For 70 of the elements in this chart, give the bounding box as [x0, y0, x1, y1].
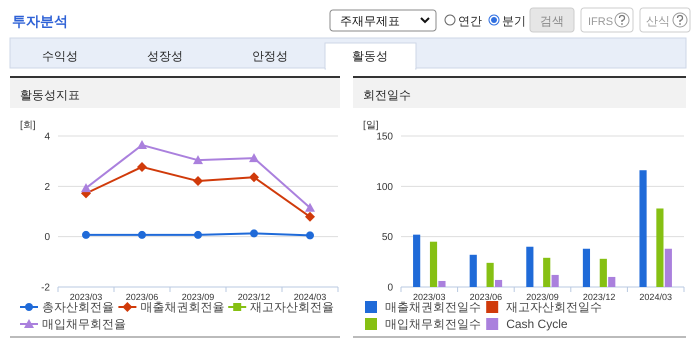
bar — [413, 234, 420, 287]
chart-title: 활동성지표 — [20, 88, 80, 102]
point — [81, 183, 91, 192]
point — [137, 140, 147, 150]
bar — [494, 280, 502, 287]
bar — [552, 274, 559, 287]
bar — [582, 248, 590, 287]
text: IFRS — [588, 16, 614, 28]
point — [306, 231, 314, 240]
bar — [486, 262, 494, 287]
y-axis-title: [일] — [363, 120, 379, 131]
bar — [543, 258, 550, 287]
x-tick-label: 2023/06 — [470, 292, 502, 302]
point — [194, 230, 202, 239]
y-tick-label: 4 — [44, 132, 50, 142]
y-tick-label: 0 — [44, 232, 50, 244]
y-tick-label: 50 — [382, 232, 394, 244]
legend-label: 매입채무회전율 — [42, 317, 126, 331]
bar — [600, 258, 607, 287]
legend-label: 재고자산회전일수 — [506, 300, 602, 314]
legend-label: 재고자산회전율 — [250, 300, 334, 314]
x-tick-label: 2024/03 — [639, 292, 672, 302]
text: 안정성 — [252, 49, 288, 63]
legend-label: 매출채권회전율 — [140, 300, 224, 314]
chart-title: 회전일수 — [363, 88, 411, 102]
y-tick-label: -2 — [41, 282, 50, 294]
text: 성장성 — [147, 49, 183, 63]
point — [305, 202, 315, 212]
point — [82, 230, 90, 239]
point — [305, 212, 315, 222]
text: 활동성 — [352, 49, 388, 63]
point — [193, 155, 203, 164]
x-tick-label: 2023/06 — [126, 292, 158, 302]
x-tick-label: 2023/12 — [582, 292, 616, 302]
y-tick-label: 100 — [376, 182, 394, 193]
bar — [438, 280, 446, 287]
legend-label: 총자산회전율 — [42, 300, 114, 314]
text: 검색 — [540, 14, 564, 28]
x-tick-label: 2023/12 — [238, 292, 270, 302]
point — [249, 153, 259, 162]
legend-label: Cash Cycle — [506, 317, 568, 331]
x-tick-label: 2023/03 — [413, 292, 446, 302]
bar — [656, 208, 664, 287]
bar — [664, 248, 672, 287]
bar — [470, 254, 477, 287]
point — [138, 230, 146, 239]
text: 투자분석 — [12, 13, 68, 29]
bar — [430, 242, 438, 287]
text: 분기 — [502, 14, 526, 28]
y-tick-label: 150 — [376, 132, 394, 142]
y-axis-title: [회] — [20, 120, 36, 131]
legend-label: 매입채무회전일수 — [385, 317, 481, 331]
text: 연간 — [458, 14, 482, 28]
x-tick-label: 2024/03 — [294, 292, 326, 302]
x-tick-label: 2023/09 — [182, 292, 214, 302]
point — [137, 162, 147, 172]
x-tick-label: 2023/09 — [526, 292, 559, 302]
bar — [608, 276, 616, 287]
legend-label: 매출채권회전일수 — [385, 300, 481, 314]
point — [249, 172, 259, 182]
bar — [639, 170, 647, 287]
y-tick-label: 2 — [44, 182, 50, 193]
point — [193, 176, 203, 186]
text: 주재무제표 — [340, 14, 400, 28]
text: 산식 — [646, 14, 670, 28]
y-tick-label: 0 — [387, 282, 394, 294]
point — [250, 229, 258, 238]
bar — [526, 246, 534, 287]
text: 수익성 — [42, 49, 78, 63]
x-tick-label: 2023/03 — [70, 292, 102, 302]
